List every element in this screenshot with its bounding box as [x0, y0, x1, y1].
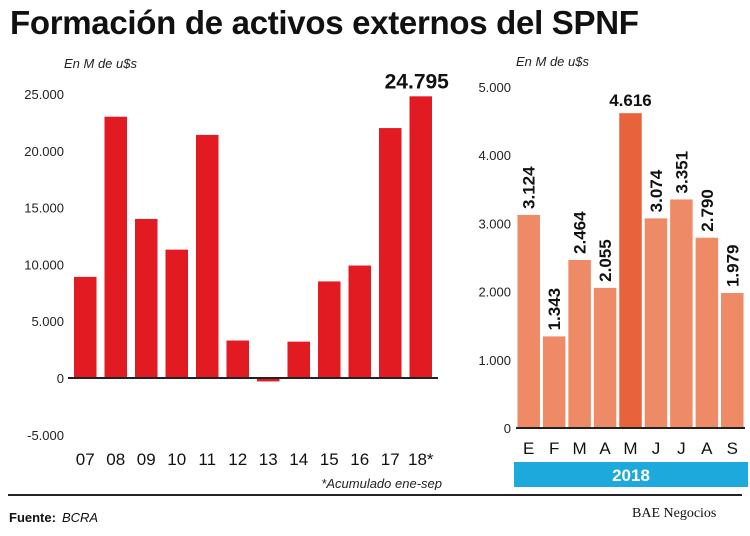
right-bar [593, 287, 617, 428]
brand-logo-text: BAE Negocios [632, 506, 717, 521]
right-bar-value-label: 2.790 [698, 189, 717, 232]
year-band [514, 462, 748, 487]
left-bar [318, 281, 341, 378]
right-y-tick-label: 3.000 [478, 216, 511, 231]
right-bar [568, 259, 591, 428]
right-bar-value-label: 3.074 [647, 169, 666, 212]
left-x-tick-label: 13 [259, 450, 278, 469]
right-bar-value-label: 3.351 [672, 151, 691, 194]
left-bar [226, 340, 249, 378]
right-x-tick-label: A [701, 439, 713, 458]
right-bar [721, 293, 744, 428]
left-x-tick-label: 11 [198, 450, 216, 469]
left-x-tick-label: 16 [350, 450, 369, 469]
right-y-tick-label: 2.000 [478, 285, 511, 300]
footer-divider [8, 494, 742, 496]
source-label: Fuente: [9, 510, 56, 525]
left-x-tick-label: 08 [106, 450, 125, 469]
right-bar [619, 113, 642, 429]
left-bar [379, 128, 402, 378]
right-x-tick-label: S [727, 439, 738, 458]
right-unit-label: En M de u$s [516, 54, 589, 69]
right-x-tick-label: F [549, 439, 559, 458]
left-x-tick-label: 17 [381, 450, 400, 469]
right-bar [517, 214, 540, 428]
left-y-tick-label: 15.000 [24, 201, 64, 216]
left-x-tick-label: 09 [137, 450, 156, 469]
left-x-tick-label: 14 [289, 450, 308, 469]
right-y-tick-label: 1.000 [478, 353, 511, 368]
right-bar [542, 336, 566, 428]
chart-canvas: En M de u$s -5.000 0 5.000 10.000 15.000 20.00… [24, 54, 748, 490]
left-footnote: *Acumulado ene-sep [321, 476, 442, 490]
left-bar [257, 378, 280, 382]
right-x-tick-label: M [573, 439, 587, 458]
right-x-tick-label: J [677, 439, 686, 458]
left-bar [348, 265, 371, 378]
left-bar [104, 116, 127, 378]
left-x-tick-label: 15 [320, 450, 339, 469]
left-highlight-label: 24.795 [385, 70, 450, 93]
right-bar-value-label: 1.343 [545, 288, 564, 331]
right-bar-value-label: 4.616 [609, 91, 652, 110]
left-bar [165, 249, 188, 378]
left-y-tick-label: 5.000 [31, 314, 64, 329]
left-x-tick-label: 18* [408, 450, 434, 469]
left-bar [196, 134, 219, 378]
left-bar [287, 341, 310, 378]
left-unit-label: En M de u$s [64, 56, 137, 71]
left-bar [135, 218, 158, 378]
left-x-tick-label: 10 [167, 450, 186, 469]
left-y-tick-label: 25.000 [24, 87, 64, 102]
source-value: BCRA [61, 510, 99, 525]
left-x-tick-label: 07 [76, 450, 95, 469]
left-y-tick-label: 20.000 [24, 144, 64, 159]
chart-title: Formación de activos externos del SPNF [10, 4, 639, 41]
right-bar-chart: En M de u$s 0 1.000 2.000 3.000 4.000 5.000 3.1… [478, 54, 748, 487]
right-x-tick-label: J [652, 439, 661, 458]
left-y-tick-label: 10.000 [24, 257, 64, 272]
source-line: Fuente: BCRA [9, 510, 98, 525]
right-y-tick-label: 5.000 [478, 80, 511, 95]
year-band-label: 2018 [612, 466, 650, 485]
left-bar-chart: En M de u$s -5.000 0 5.000 10.000 15.000 20.00… [24, 56, 449, 490]
left-bar [74, 276, 97, 378]
right-bar [644, 218, 668, 428]
left-x-tick-label: 12 [228, 450, 247, 469]
right-x-tick-label: E [523, 439, 534, 458]
right-bar-value-label: 3.124 [520, 166, 539, 209]
left-y-tick-label: 0 [57, 371, 64, 386]
left-bar [409, 96, 432, 378]
right-bar-value-label: 2.464 [571, 211, 590, 254]
right-bar [695, 237, 719, 428]
right-bar [670, 199, 693, 428]
right-x-tick-label: M [623, 439, 637, 458]
right-x-tick-label: A [599, 439, 611, 458]
right-y-tick-label: 0 [504, 421, 511, 436]
right-bar-value-label: 2.055 [596, 239, 615, 282]
left-y-tick-label: -5.000 [27, 428, 64, 443]
right-bar-value-label: 1.979 [723, 244, 742, 287]
right-y-tick-label: 4.000 [478, 148, 511, 163]
